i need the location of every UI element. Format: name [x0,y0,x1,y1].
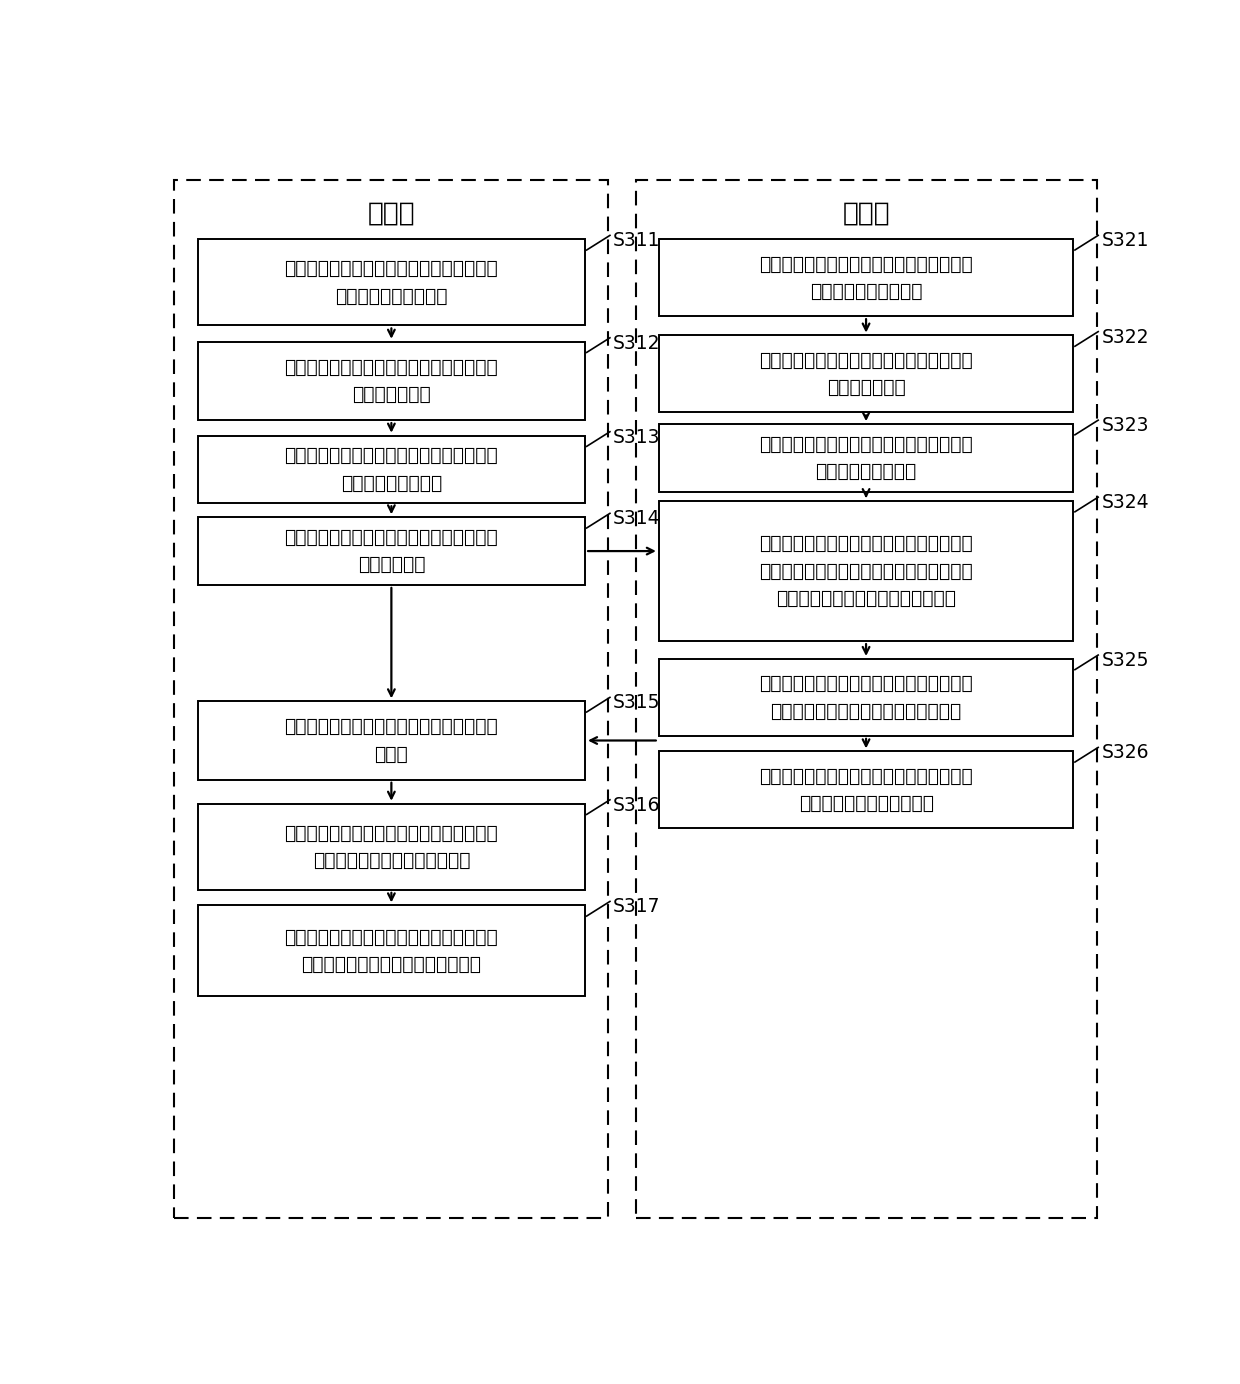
Bar [197,804,585,890]
Text: S315: S315 [613,693,661,713]
Text: 将输出驾驶员需求扭矩与验证驾驶员需求扭
矩进行对比，得到驾驶员扭矩对比结果: 将输出驾驶员需求扭矩与验证驾驶员需求扭 矩进行对比，得到驾驶员扭矩对比结果 [759,674,973,721]
Text: S322: S322 [1101,328,1148,346]
Bar [658,501,1074,641]
Bar [658,239,1074,316]
Bar [197,239,585,325]
Text: 获取坡度传感器发送的坡度信号，根据坡度
信号生成第一坡度阻力: 获取坡度传感器发送的坡度信号，根据坡度 信号生成第一坡度阻力 [284,259,498,306]
Bar [197,436,585,504]
Bar [658,424,1074,491]
Text: 根据加速踏板的开度和制动踏板的开度计算
验证驾驶员需求扭矩: 根据加速踏板的开度和制动踏板的开度计算 验证驾驶员需求扭矩 [759,435,973,482]
Text: S325: S325 [1101,650,1148,670]
Text: 根据动力输出扭矩，发送扭矩输出指令至动
力系统，以使动力系统进行扭矩输出: 根据动力输出扭矩，发送扭矩输出指令至动 力系统，以使动力系统进行扭矩输出 [284,927,498,974]
Text: S321: S321 [1101,231,1148,251]
Text: S314: S314 [613,509,661,529]
Text: 接收输出坡度需求扭矩和输出驾驶员需求扭
矩，将输出坡度需求扭矩与验证坡度需求扭
矩进行对比，得到坡度扭矩对比结果: 接收输出坡度需求扭矩和输出驾驶员需求扭 矩，将输出坡度需求扭矩与验证坡度需求扭 … [759,534,973,608]
Text: S324: S324 [1101,493,1149,512]
Text: 根据第二坡度阻力确定克服坡度阻力的验证
坡度需求扭矩；: 根据第二坡度阻力确定克服坡度阻力的验证 坡度需求扭矩； [759,352,973,397]
Text: S317: S317 [613,897,661,916]
Text: 将输出坡度需求扭矩和输出驾驶员需求扭矩
发送至监控层: 将输出坡度需求扭矩和输出驾驶员需求扭矩 发送至监控层 [284,527,498,574]
Bar [658,335,1074,412]
Text: 如果是，则根据输出坡度需求扭矩和输出驾
驶员需求扭矩确定动力输出扭矩: 如果是，则根据输出坡度需求扭矩和输出驾 驶员需求扭矩确定动力输出扭矩 [284,823,498,871]
Bar [175,180,609,1218]
Bar [197,905,585,996]
Text: S312: S312 [613,334,661,353]
Bar [635,180,1096,1218]
Text: 监控层: 监控层 [842,201,890,227]
Text: S311: S311 [613,231,661,251]
Text: 根据加速踏板的开度和制动踏板的开度计算
输出驾驶员需求扭矩: 根据加速踏板的开度和制动踏板的开度计算 输出驾驶员需求扭矩 [284,446,498,493]
Text: 根据第一坡度阻力确定克服坡度阻力的输出
坡度需求扭矩；: 根据第一坡度阻力确定克服坡度阻力的输出 坡度需求扭矩； [284,358,498,404]
Text: S323: S323 [1101,417,1148,435]
Text: S313: S313 [613,428,661,447]
Bar [197,702,585,779]
Text: 根据坡度扭矩对比结果和驾驶员扭矩对比结
果，发送反馈信号至功能层: 根据坡度扭矩对比结果和驾驶员扭矩对比结 果，发送反馈信号至功能层 [759,767,973,812]
Text: S326: S326 [1101,743,1148,763]
Text: 接收反馈信号，根据该反馈结果确定扭矩是
否有效: 接收反馈信号，根据该反馈结果确定扭矩是 否有效 [284,717,498,764]
Text: 获取坡度传感器发送的坡度信号，根据坡度
信号生成第二坡度阻力: 获取坡度传感器发送的坡度信号，根据坡度 信号生成第二坡度阻力 [759,255,973,300]
Text: S316: S316 [613,796,661,815]
Bar [197,342,585,421]
Bar [658,659,1074,736]
Text: 实现层: 实现层 [367,201,415,227]
Bar [197,518,585,585]
Bar [658,752,1074,828]
